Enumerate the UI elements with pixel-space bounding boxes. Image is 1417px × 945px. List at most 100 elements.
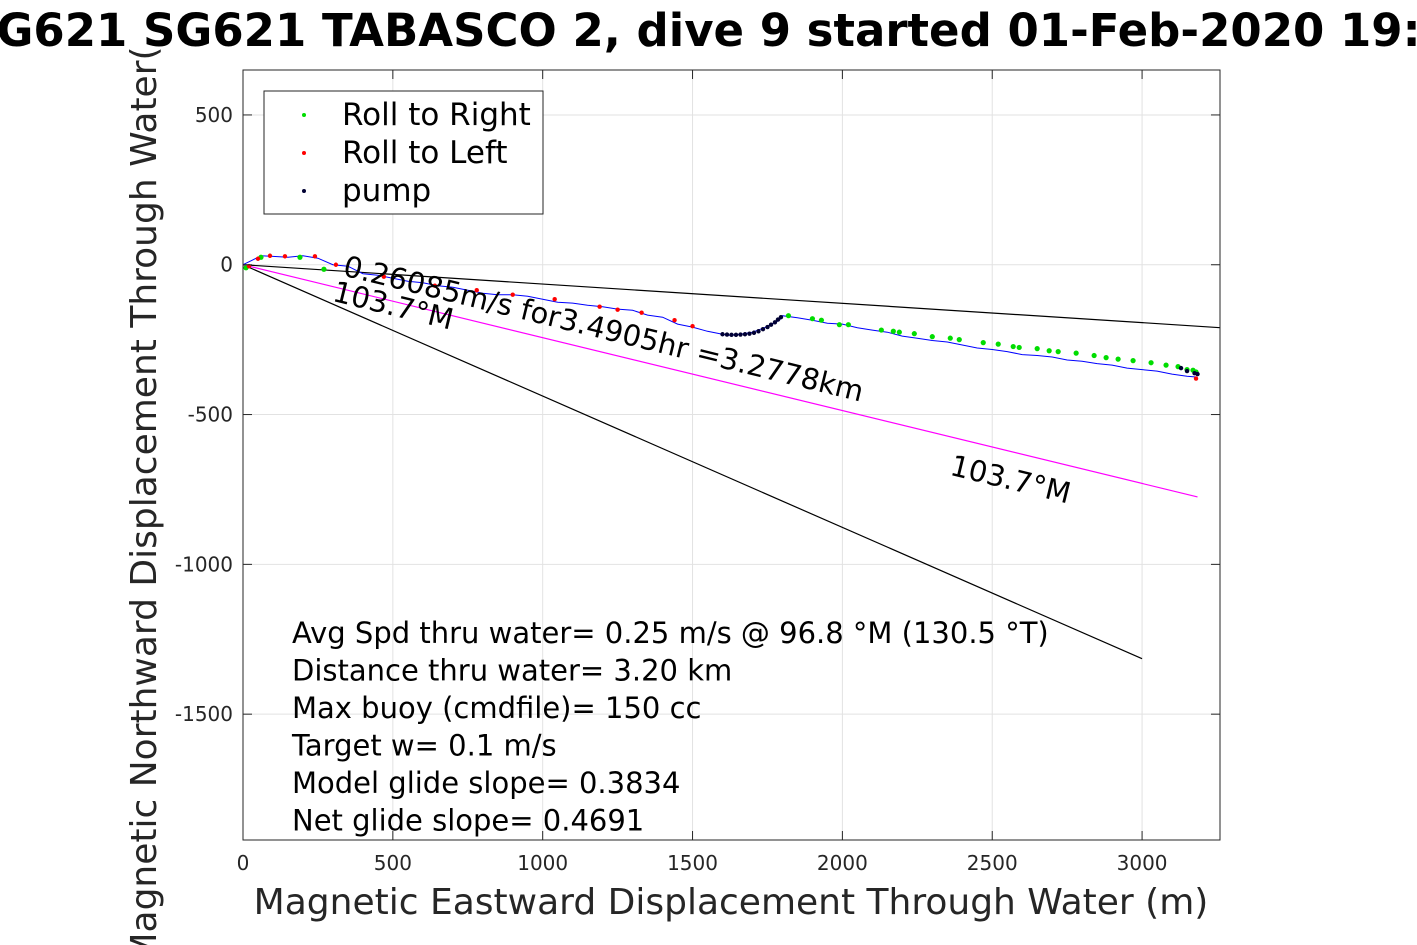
x-axis-label: Magnetic Eastward Displacement Through W… [254,882,1209,923]
legend-entry-roll-left: Roll to Left [342,135,508,171]
stats-line: Distance thru water= 3.20 km [292,654,732,688]
roll-left-point [639,310,644,315]
x-tick-label: 2500 [967,851,1018,875]
stats-line: Avg Spd thru water= 0.25 m/s @ 96.8 °M (… [292,616,1049,650]
legend-box [263,90,544,215]
stats-box: Avg Spd thru water= 0.25 m/s @ 96.8 °M (… [291,616,1049,838]
roll-right-point [1046,348,1052,354]
roll-left-point [690,323,695,329]
roll-left-point [381,274,387,279]
roll-right-point [980,340,986,346]
y-tick-label: -1000 [175,552,233,576]
legend-entry-roll-right: Roll to Right [342,97,531,133]
roll-right-point [1010,343,1016,350]
roll-left-point [510,292,515,297]
x-tick-label: 0 [237,851,250,875]
pump-point [751,330,757,335]
roll-right-point [1091,352,1097,359]
legend-entry-pump: pump [342,173,431,209]
roll-left-point [267,253,273,258]
x-tick-label: 1500 [667,851,718,875]
x-tick-label: 2000 [817,851,868,875]
pump-point [742,332,748,337]
pump-point [733,332,739,338]
pump-point [1184,368,1190,374]
pump-point [772,320,778,325]
roll-right-point [818,317,825,323]
legend-marker-pump [302,189,306,193]
roll-right-point [845,322,851,328]
pump-point [756,329,761,334]
roll-right-point [1103,355,1109,361]
pump-point [765,324,770,330]
roll-right-point [878,327,884,333]
roll-right-point [1073,350,1079,356]
roll-right-point [1130,358,1136,364]
roll-right-point [947,335,953,341]
roll-right-point [896,329,902,335]
roll-right-point [1034,346,1040,352]
reference-line-upper [242,264,1221,329]
chart-title: SG621 SG621 TABASCO 2, dive 9 started 01… [0,4,1417,57]
reference-line-lower [242,264,1143,660]
axis-ticks: 0 500 1000 1500 2000 2500 3000 500 0 -500 -1000 -15… [175,70,1220,875]
stats-line: Model glide slope= 0.3834 [292,766,680,800]
pump-point [738,332,743,337]
stats-line: Target w= 0.1 m/s [291,729,557,763]
bearing-line [242,264,1198,498]
pump-point [1195,371,1200,377]
roll-right-point [785,313,792,319]
roll-left-point [255,256,261,261]
pump-point [768,322,774,327]
roll-right-point [1016,344,1022,351]
marker-group [243,253,1200,381]
y-tick-label: -1500 [175,702,233,726]
roll-right-point [890,328,896,334]
plot-frame [242,69,1221,841]
x-tick-label: 3000 [1117,851,1168,875]
reference-lines [242,264,1221,660]
roll-right-point [297,254,303,260]
roll-right-point [809,316,816,322]
roll-left-point [282,254,288,259]
roll-right-point [1055,349,1061,355]
roll-left-point [1193,376,1199,381]
legend-marker-roll-left [302,151,306,155]
x-tick-label: 1000 [517,851,568,875]
roll-left-point [474,288,479,293]
pump-point [724,332,730,337]
y-tick-label: -500 [188,403,233,427]
roll-right-point [995,341,1001,347]
pump-point [775,317,781,322]
roll-right-point [1148,360,1154,366]
roll-right-point [1115,356,1121,362]
legend: Roll to Right Roll to Left pump [263,90,544,215]
roll-left-point [552,297,557,302]
y-tick-label: 0 [220,253,233,277]
legend-marker-roll-right [302,113,306,117]
roll-right-point [321,266,327,272]
x-tick-label: 500 [374,851,412,875]
roll-left-point [312,254,318,259]
pump-point [729,332,734,338]
stats-line: Net glide slope= 0.4691 [292,804,644,838]
stats-line: Max buoy (cmdfile)= 150 cc [292,691,701,725]
roll-right-point [929,334,935,340]
pump-point [1178,365,1184,371]
pump-point [778,314,784,320]
roll-left-point [432,283,438,288]
roll-left-point [333,262,339,267]
pump-point [747,331,752,336]
y-tick-label: 500 [195,103,233,127]
roll-right-point [836,322,842,328]
roll-left-point [597,304,602,309]
roll-left-point [615,307,620,312]
roll-right-point [1163,362,1169,368]
roll-left-point [672,317,677,323]
roll-right-point [956,337,962,343]
y-axis-label: Magnetic Northward Displacement Through … [124,46,165,945]
pump-point [760,326,766,332]
roll-right-point [911,331,917,337]
pump-point [720,332,725,337]
